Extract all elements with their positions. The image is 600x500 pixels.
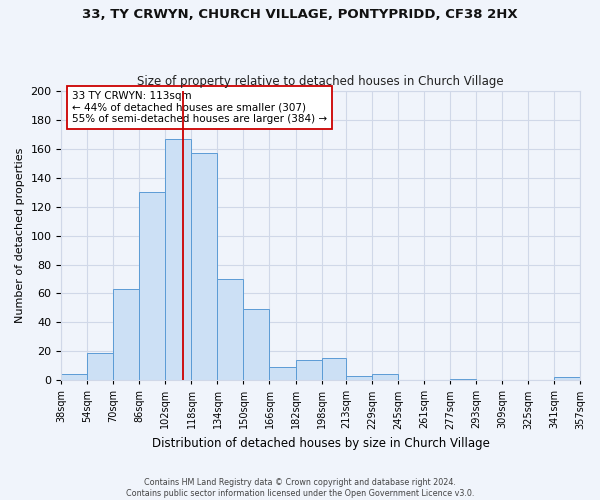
Y-axis label: Number of detached properties: Number of detached properties	[15, 148, 25, 324]
Bar	[372, 374, 398, 380]
Bar	[269, 367, 296, 380]
Title: Size of property relative to detached houses in Church Village: Size of property relative to detached ho…	[137, 76, 504, 88]
Bar	[191, 153, 217, 380]
Text: 33 TY CRWYN: 113sqm
← 44% of detached houses are smaller (307)
55% of semi-detac: 33 TY CRWYN: 113sqm ← 44% of detached ho…	[72, 91, 327, 124]
Bar	[217, 279, 244, 380]
Bar	[88, 352, 113, 380]
Text: 33, TY CRWYN, CHURCH VILLAGE, PONTYPRIDD, CF38 2HX: 33, TY CRWYN, CHURCH VILLAGE, PONTYPRIDD…	[82, 8, 518, 20]
Bar	[244, 310, 269, 380]
Bar	[346, 376, 372, 380]
Bar	[296, 360, 322, 380]
Text: Contains HM Land Registry data © Crown copyright and database right 2024.
Contai: Contains HM Land Registry data © Crown c…	[126, 478, 474, 498]
Bar	[450, 378, 476, 380]
Bar	[61, 374, 88, 380]
Bar	[113, 289, 139, 380]
Bar	[554, 377, 580, 380]
Bar	[166, 139, 191, 380]
Bar	[139, 192, 166, 380]
Bar	[322, 358, 346, 380]
X-axis label: Distribution of detached houses by size in Church Village: Distribution of detached houses by size …	[152, 437, 490, 450]
